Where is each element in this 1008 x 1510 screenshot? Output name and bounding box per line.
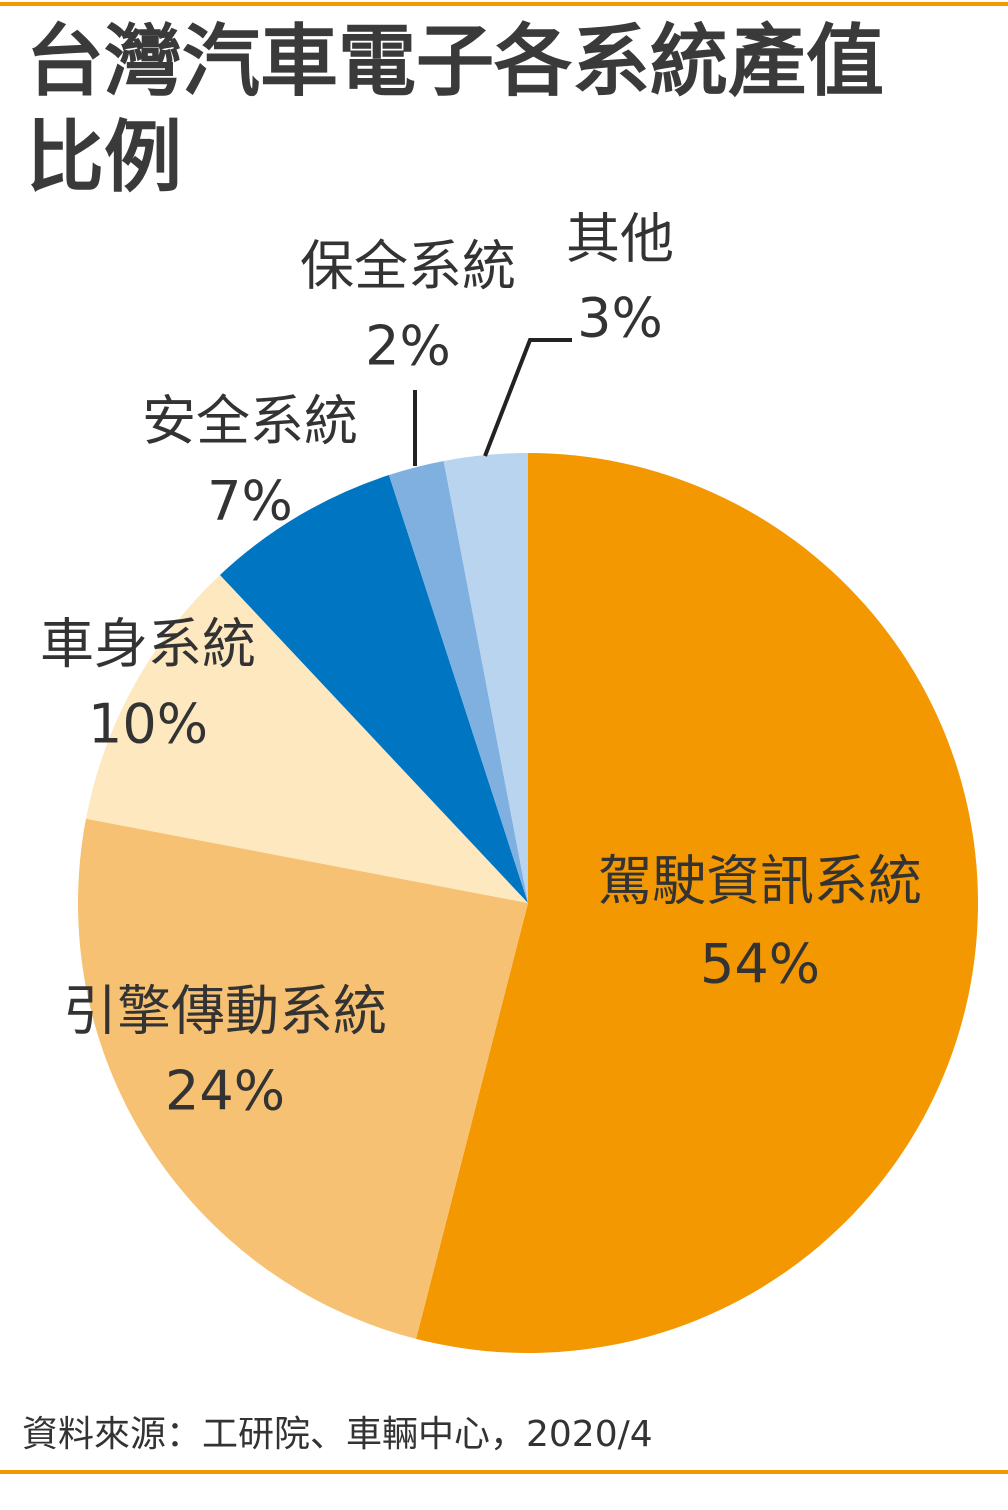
pie-slice	[388, 460, 528, 903]
value-label: 3%	[577, 287, 663, 350]
chart-title: 台灣汽車電子各系統產值比例	[26, 17, 885, 203]
top-rule	[0, 2, 1008, 6]
value-label: 24%	[165, 1060, 285, 1123]
leader-line	[483, 338, 572, 457]
pie-slice	[77, 818, 529, 1339]
slice-label: 駕駛資訊系統	[598, 850, 922, 913]
slice-label: 其他	[566, 208, 674, 271]
value-label: 10%	[88, 693, 208, 756]
slice-label: 引擎傳動系統	[63, 980, 387, 1043]
pie-slice	[219, 475, 528, 903]
slice-label: 車身系統	[40, 613, 256, 676]
pie-slice	[443, 453, 528, 903]
slice-label: 安全系統	[142, 390, 358, 453]
value-label: 54%	[700, 933, 820, 996]
pie-slice	[416, 453, 978, 1353]
value-label: 7%	[207, 470, 293, 533]
pie-slice	[85, 574, 528, 903]
slice-label: 保全系統	[300, 235, 516, 298]
bottom-rule	[0, 1470, 1008, 1474]
value-label: 2%	[365, 315, 451, 378]
source-note: 資料來源：工研院、車輛中心，2020/4	[22, 1414, 653, 1455]
